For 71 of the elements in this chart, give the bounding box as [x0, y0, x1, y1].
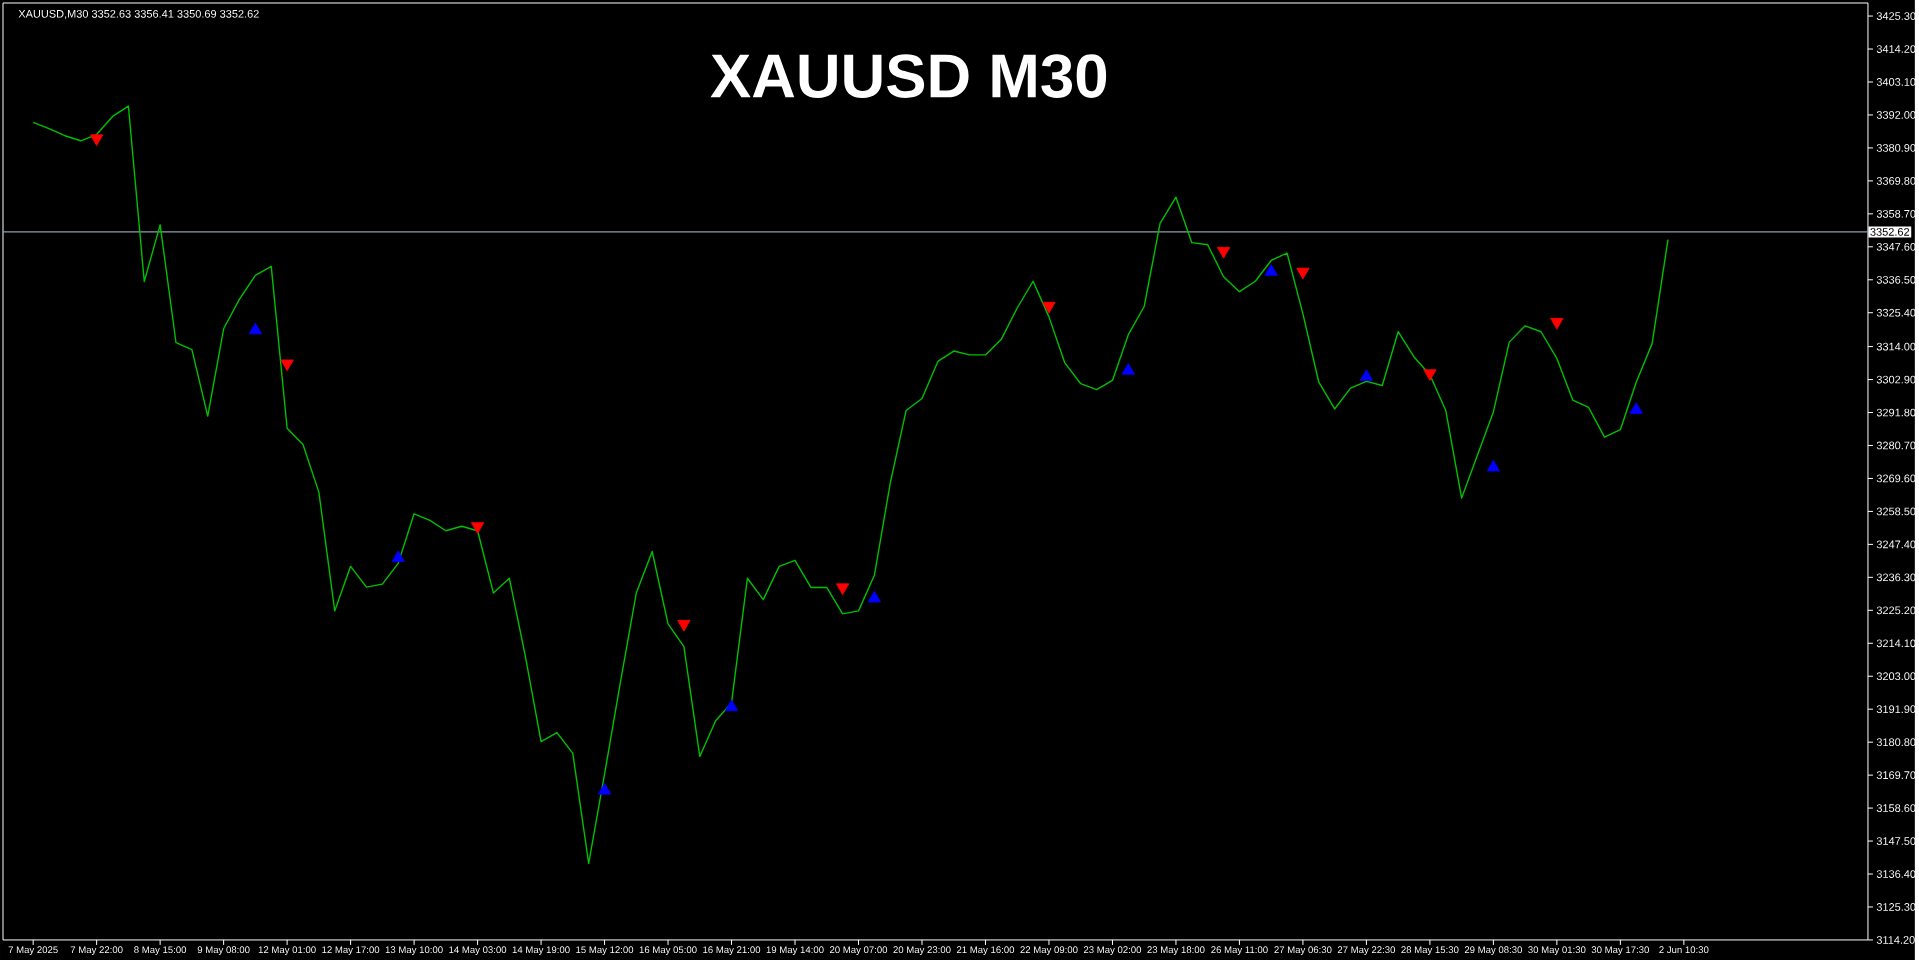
x-tick-label: 7 May 2025 [8, 946, 58, 956]
x-tick-label: 14 May 03:00 [449, 946, 507, 956]
x-tick-label: 15 May 12:00 [576, 946, 634, 956]
x-tick-label: 12 May 17:00 [322, 946, 380, 956]
x-tick-label: 21 May 16:00 [956, 946, 1015, 956]
x-tick-label: 16 May 21:00 [703, 946, 761, 956]
x-tick-label: 8 May 15:00 [134, 946, 187, 956]
y-tick-label: 3125.30 [1876, 903, 1916, 911]
y-tick-label: 3158.60 [1876, 804, 1916, 813]
x-tick-label: 22 May 09:00 [1020, 946, 1078, 956]
y-tick-label: 3291.80 [1876, 408, 1916, 417]
point [597, 783, 612, 795]
y-tick-label: 3147.50 [1876, 837, 1916, 845]
x-tick-label: 12 May 01:00 [258, 946, 316, 956]
y-tick-label: 3302.90 [1876, 375, 1916, 384]
x-tick-label: 19 May 14:00 [766, 946, 824, 956]
y-tick-label: 3114.20 [1876, 936, 1915, 944]
y-tick-label: 3203.00 [1876, 672, 1916, 681]
y-tick-label: 3347.60 [1876, 242, 1916, 251]
y-tick-label: 3136.40 [1876, 870, 1916, 878]
y-tick-label: 3358.70 [1876, 210, 1916, 218]
x-tick-label: 26 May 11:00 [1211, 946, 1268, 956]
y-tick-label: 3191.90 [1876, 705, 1916, 714]
text: XAUUSD M30 [710, 54, 1107, 99]
y-tick-label: 3247.40 [1876, 540, 1916, 549]
point [867, 590, 881, 603]
y-tick-label: 3325.40 [1876, 308, 1916, 317]
point [90, 134, 104, 147]
x-tick-label: 30 May 17:30 [1591, 946, 1649, 956]
y-tick-label: 3214.10 [1876, 639, 1916, 648]
x-tick-label: 2 Jun 10:30 [1659, 946, 1709, 954]
y-tick-label: 3225.20 [1876, 606, 1916, 615]
point [1216, 247, 1231, 259]
x-tick-label: 29 May 08:30 [1464, 946, 1523, 956]
ref-line-label: 3352.62 [1870, 228, 1910, 236]
point [1550, 318, 1564, 330]
x-tick-label: 27 May 06:30 [1274, 946, 1332, 956]
y-tick-label: 3392.00 [1876, 111, 1916, 119]
x-tick-label: 9 May 08:00 [197, 946, 250, 956]
point [470, 522, 485, 534]
point [1423, 369, 1437, 381]
y-tick-label: 3258.50 [1876, 507, 1916, 516]
point [280, 359, 294, 372]
y-tick-label: 3169.70 [1876, 771, 1916, 780]
annotation: XAUUSD,M30 3352.63 3356.41 3350.69 3352.62 [18, 9, 259, 20]
x-tick-label: 28 May 15:30 [1401, 946, 1459, 956]
point [1296, 267, 1310, 280]
x-tick-label: 7 May 22:00 [70, 946, 123, 956]
y-tick-label: 3425.30 [1876, 12, 1916, 20]
x-tick-label: 27 May 22:30 [1337, 946, 1396, 956]
y-tick-label: 3280.70 [1876, 441, 1916, 450]
point [391, 550, 405, 563]
x-tick-label: 14 May 19:00 [512, 946, 570, 956]
x-tick-label: 23 May 18:00 [1147, 946, 1205, 956]
y-tick-label: 3403.10 [1876, 78, 1916, 86]
y-tick-label: 3380.90 [1876, 144, 1916, 152]
point [1042, 301, 1056, 314]
x-tick-label: 20 May 07:00 [829, 946, 888, 956]
x-tick-label: 13 May 10:00 [385, 946, 443, 956]
y-tick-label: 3236.30 [1876, 573, 1916, 582]
y-tick-label: 3414.20 [1876, 45, 1916, 53]
y-tick-label: 3336.50 [1876, 275, 1916, 284]
x-tick-label: 23 May 02:00 [1083, 946, 1142, 956]
x-tick-label: 16 May 05:00 [639, 946, 697, 956]
y-tick-label: 3369.80 [1876, 177, 1916, 185]
point [724, 699, 739, 712]
y-tick-label: 3269.60 [1876, 474, 1916, 483]
y-tick-label: 3314.00 [1876, 342, 1916, 351]
x-tick-label: 20 May 23:00 [893, 946, 951, 956]
x-tick-label: 30 May 01:30 [1528, 946, 1586, 956]
y-tick-label: 3180.80 [1876, 738, 1916, 747]
